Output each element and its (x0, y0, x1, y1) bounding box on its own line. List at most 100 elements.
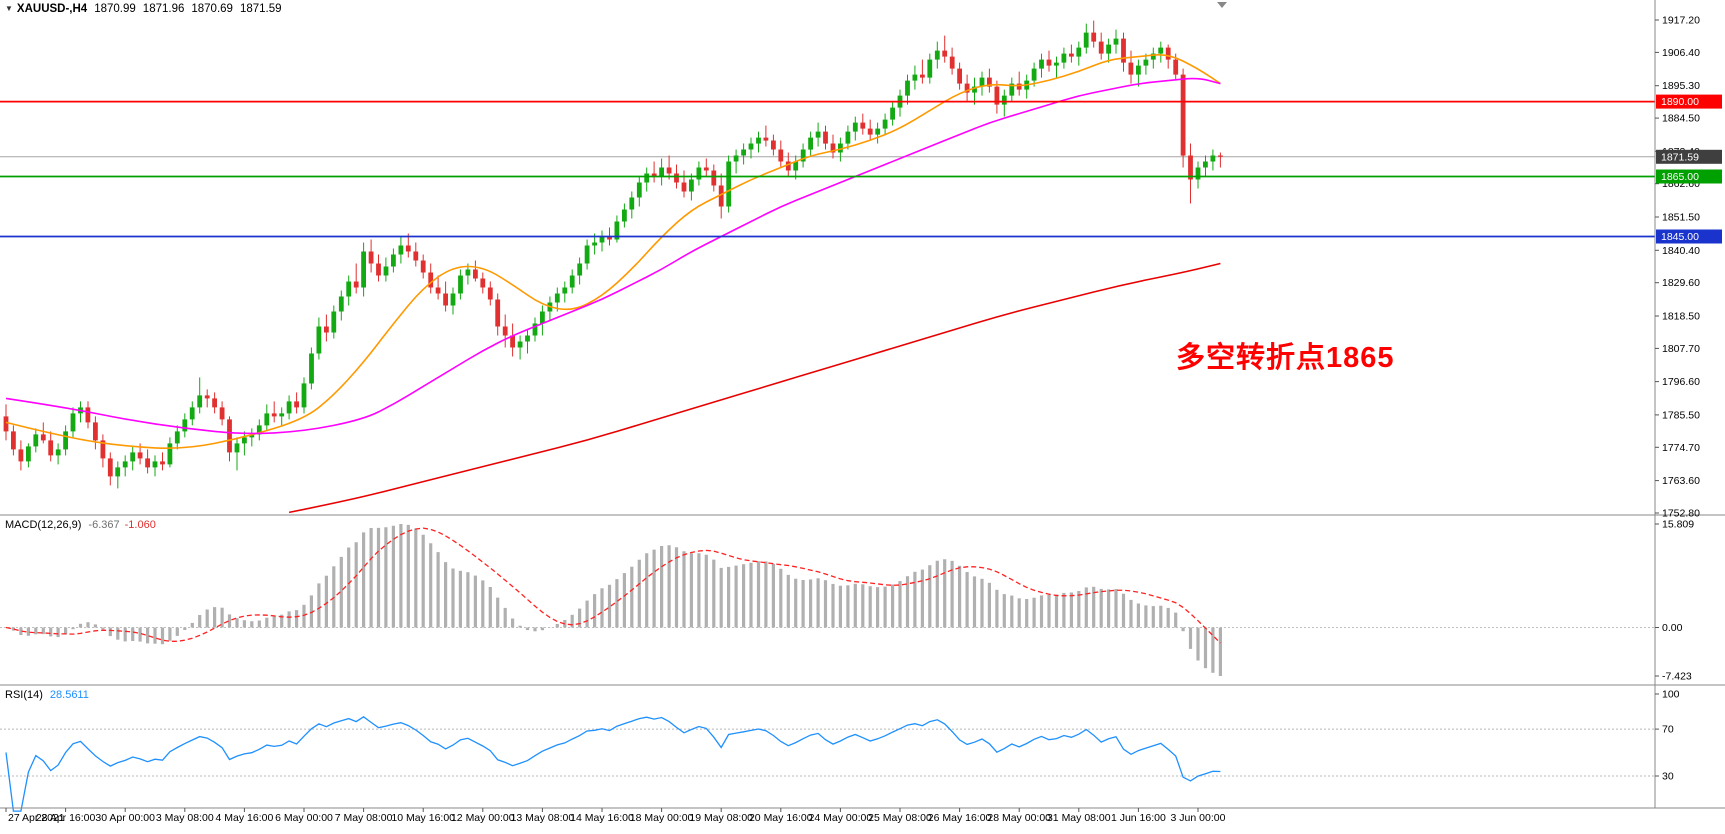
svg-text:1890.00: 1890.00 (1661, 96, 1699, 108)
candle-body (242, 437, 247, 444)
candle-body (331, 311, 337, 333)
price-axis: 1917.201906.401895.301884.501873.401862.… (1655, 15, 1700, 520)
macd-signal-value: -1.060 (124, 519, 156, 531)
ma-slow-line (288, 262, 1221, 514)
candle-body (540, 311, 545, 324)
time-axis-label: 31 May 08:00 (1047, 812, 1111, 824)
level-price-tag: 1865.00 (1656, 169, 1722, 184)
candle-body (957, 68, 962, 84)
candle-body (324, 326, 329, 333)
candle-body (100, 440, 106, 459)
price-axis-label: 1796.60 (1662, 376, 1700, 388)
candle-body (905, 80, 910, 96)
candle-body (33, 434, 39, 447)
symbol-period-label: XAUUSD-,H4 (16, 3, 88, 15)
candle-body (420, 260, 426, 273)
candle-body (569, 275, 575, 288)
rsi-indicator-label: RSI(14) 28.5611 (5, 689, 89, 701)
candle-body (167, 443, 173, 465)
price-axis-label: 1884.50 (1662, 113, 1700, 125)
svg-text:1845.00: 1845.00 (1661, 231, 1699, 243)
candle-body (1054, 62, 1059, 66)
rsi-line (5, 716, 1221, 812)
candle-body (264, 413, 270, 426)
candle-body (830, 143, 836, 153)
candle-body (286, 401, 292, 414)
candle-body (510, 335, 515, 348)
candle-body (771, 140, 776, 150)
candle-body (1158, 47, 1164, 54)
rsi-scale-label: 30 (1662, 771, 1674, 783)
candle-body (1046, 59, 1052, 66)
candle-body (182, 419, 188, 432)
candle-body (1165, 47, 1171, 60)
macd-histogram (11, 524, 1223, 676)
time-axis-label: 26 May 16:00 (928, 812, 992, 824)
candle-body (674, 173, 679, 183)
candle-body (577, 263, 583, 276)
candle-body (681, 182, 687, 192)
candle-body (368, 251, 374, 264)
candle-body (48, 440, 54, 456)
candle-body (160, 461, 165, 465)
macd-main-value: -6.367 (88, 519, 120, 531)
candle-body (525, 335, 530, 342)
candle-body (1173, 59, 1179, 75)
candle-body (793, 161, 799, 171)
candle-body (11, 431, 16, 450)
candle-body (927, 59, 933, 78)
macd-scale-label: 0.00 (1662, 622, 1683, 634)
candle-body (614, 221, 620, 240)
ohlc-low: 1870.69 (191, 3, 233, 15)
candle-body (838, 143, 843, 153)
candle-body (122, 461, 128, 468)
candle-body (249, 434, 255, 438)
candle-body (711, 170, 717, 186)
candle-body (994, 86, 1000, 105)
candle-body (733, 155, 739, 162)
candle-body (1150, 53, 1156, 60)
candle-body (1143, 59, 1149, 66)
price-axis-label: 1774.70 (1662, 442, 1700, 454)
candle-body (413, 251, 419, 261)
price-axis-label: 1829.60 (1662, 277, 1700, 289)
candle-body (823, 131, 828, 144)
symbol-dropdown-icon[interactable]: ▼ (5, 4, 13, 13)
candle-body (435, 287, 441, 294)
rsi-scale-label: 70 (1662, 724, 1674, 736)
time-axis-label: 30 Apr 00:00 (95, 812, 155, 824)
level-price-tag: 1890.00 (1656, 94, 1722, 109)
candle-body (622, 209, 627, 222)
candle-body (845, 131, 851, 144)
candle-body (756, 137, 761, 144)
candle-body (271, 413, 277, 417)
candle-body (964, 83, 970, 93)
svg-text:1865.00: 1865.00 (1661, 171, 1699, 183)
candle-body (1076, 47, 1082, 57)
candle-body (495, 299, 501, 327)
candle-body (376, 263, 381, 276)
svg-text:1871.59: 1871.59 (1661, 151, 1699, 163)
candle-body (1039, 59, 1044, 69)
time-axis-label: 13 May 08:00 (511, 812, 575, 824)
time-axis-label: 24 May 00:00 (809, 812, 873, 824)
time-axis-label: 3 May 08:00 (156, 812, 214, 824)
candle-body (852, 122, 858, 132)
price-axis-label: 1917.20 (1662, 15, 1700, 27)
candle-body (696, 167, 702, 180)
candle-body (644, 173, 650, 183)
candle-body (197, 395, 203, 408)
candlestick-series (3, 20, 1223, 489)
candle-body (1203, 161, 1208, 168)
candle-body (718, 185, 724, 207)
chart-shift-marker[interactable] (1217, 2, 1227, 8)
candle-body (70, 413, 76, 432)
candle-body (346, 281, 352, 297)
candle-body (808, 137, 813, 150)
candle-body (383, 266, 389, 276)
candle-body (912, 74, 918, 81)
candle-body (174, 431, 180, 444)
candle-body (599, 236, 605, 243)
candle-body (1016, 83, 1022, 90)
